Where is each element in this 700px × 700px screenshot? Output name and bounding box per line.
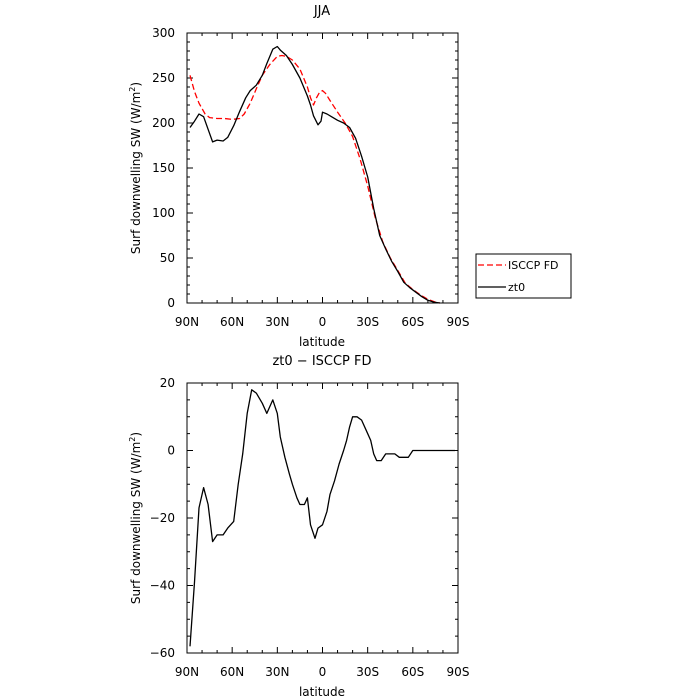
series-lines-bottom xyxy=(189,389,455,647)
x-tick-label-top: 90S xyxy=(447,315,470,329)
legend: ISCCP FD zt0 xyxy=(475,253,572,299)
y-tick-label-top: 150 xyxy=(152,161,175,175)
y-tick-label-top: 0 xyxy=(167,296,175,310)
plot-frame-top xyxy=(186,32,459,304)
y-axis-label-bottom-close: ) xyxy=(129,432,143,437)
panel-bottom-chart: zt0 − ISCCP FD latitude Surf downwelling… xyxy=(128,354,469,699)
panel-top-chart: JJA latitude Surf downwelling SW (W/m2) … xyxy=(128,4,469,349)
y-tick-label-bottom: 20 xyxy=(160,376,175,390)
x-tick-label-bottom: 30N xyxy=(265,665,289,679)
chart-title-top: JJA xyxy=(313,4,330,19)
y-axis-label-bottom-sup: 2 xyxy=(128,437,137,442)
x-tick-label-top: 60S xyxy=(401,315,424,329)
y-tick-label-top: 250 xyxy=(152,71,175,85)
series-line-difference-bottom xyxy=(189,389,455,647)
x-tick-label-top: 60N xyxy=(220,315,244,329)
x-tick-label-bottom: 90N xyxy=(175,665,199,679)
x-tick-label-bottom: 30S xyxy=(356,665,379,679)
x-tick-label-bottom: 90S xyxy=(447,665,470,679)
y-axis-label-bottom-text: Surf downwelling SW (W/m xyxy=(129,442,143,604)
x-tick-label-bottom: 0 xyxy=(319,665,327,679)
y-axis-label-top: Surf downwelling SW (W/m2) xyxy=(128,82,143,254)
y-tick-label-top: 200 xyxy=(152,116,175,130)
y-axis-label-bottom: Surf downwelling SW (W/m2) xyxy=(128,432,143,604)
chart-title-bottom: zt0 − ISCCP FD xyxy=(272,354,371,369)
x-tick-label-bottom: 60S xyxy=(401,665,424,679)
x-tick-label-top: 30S xyxy=(356,315,379,329)
legend-box xyxy=(475,253,572,299)
legend-label-isccp: ISCCP FD xyxy=(508,259,559,272)
y-tick-label-top: 100 xyxy=(152,206,175,220)
y-tick-label-bottom: −40 xyxy=(150,579,175,593)
axis-ticks-top: 90N 60N 30N 0 30S 60S 90S 0 50 100 150 200 250 300 xyxy=(152,26,469,329)
series-lines-top xyxy=(189,45,441,304)
legend-label-zt0: zt0 xyxy=(508,281,525,294)
y-tick-label-bottom: 0 xyxy=(167,444,175,458)
x-tick-label-top: 0 xyxy=(319,315,327,329)
y-axis-label-top-text: Surf downwelling SW (W/m xyxy=(129,92,143,254)
x-axis-label-bottom: latitude xyxy=(299,685,345,699)
x-tick-label-bottom: 60N xyxy=(220,665,244,679)
y-tick-label-top: 300 xyxy=(152,26,175,40)
y-tick-label-bottom: −60 xyxy=(150,646,175,660)
plot-frame-bottom xyxy=(186,382,459,654)
y-axis-label-top-sup: 2 xyxy=(128,87,137,92)
y-tick-label-top: 50 xyxy=(160,251,175,265)
axis-ticks-bottom: 90N 60N 30N 0 30S 60S 90S −60 −40 −20 0 20 xyxy=(150,376,470,679)
series-line-isccp-fd-top xyxy=(189,54,441,304)
y-tick-label-bottom: −20 xyxy=(150,511,175,525)
x-axis-label-top: latitude xyxy=(299,335,345,349)
x-tick-label-top: 30N xyxy=(265,315,289,329)
x-tick-label-top: 90N xyxy=(175,315,199,329)
y-axis-label-top-close: ) xyxy=(129,82,143,87)
series-line-zt0-top xyxy=(189,45,440,304)
